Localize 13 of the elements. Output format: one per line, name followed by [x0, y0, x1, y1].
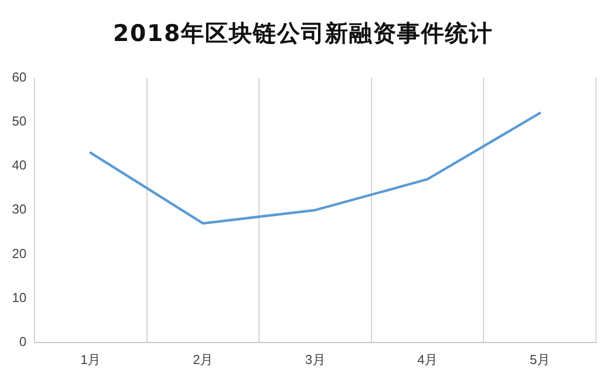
y-tick-label: 50 [12, 113, 26, 128]
y-tick-label: 60 [12, 69, 26, 84]
chart-title: 2018年区块链公司新融资事件统计 [112, 20, 494, 49]
y-tick-label: 0 [19, 334, 26, 349]
x-tick-label: 1月 [80, 352, 101, 367]
y-tick-label: 20 [12, 246, 26, 261]
x-tick-label: 3月 [305, 352, 326, 367]
y-tick-label: 10 [12, 290, 26, 305]
y-tick-label: 40 [12, 158, 26, 173]
x-tick-label: 2月 [192, 352, 214, 367]
x-tick-label: 5月 [530, 352, 550, 367]
y-tick-label: 30 [12, 202, 26, 217]
x-tick-label: 4月 [417, 352, 438, 367]
